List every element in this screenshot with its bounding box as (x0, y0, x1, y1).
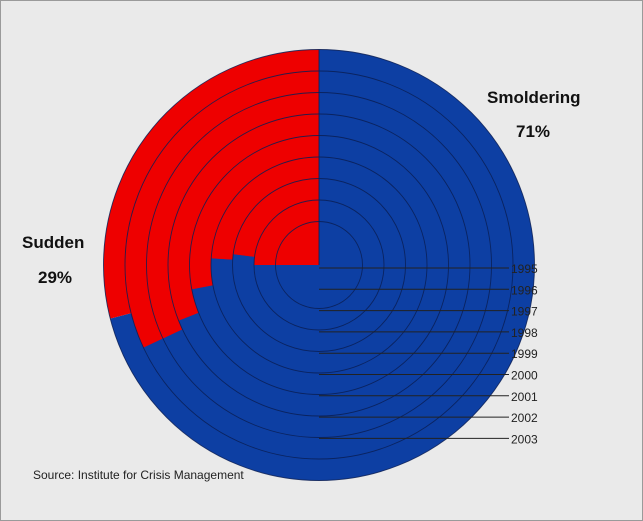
year-label-1998: 1998 (511, 326, 538, 340)
year-label-2000: 2000 (511, 369, 538, 383)
source-note: Source: Institute for Crisis Management (33, 468, 244, 482)
smoldering-percent: 71% (516, 122, 551, 141)
sudden-percent: 29% (38, 268, 73, 287)
year-label-2002: 2002 (511, 411, 538, 425)
sudden-label: Sudden (22, 233, 85, 252)
year-label-2001: 2001 (511, 390, 538, 404)
ring-1995-sudden (275, 221, 319, 265)
year-label-1999: 1999 (511, 347, 538, 361)
year-label-1997: 1997 (511, 305, 538, 319)
smoldering-label: Smoldering (487, 88, 581, 107)
year-label-1996: 1996 (511, 283, 538, 297)
year-label-1995: 1995 (511, 262, 538, 276)
year-label-2003: 2003 (511, 432, 538, 446)
